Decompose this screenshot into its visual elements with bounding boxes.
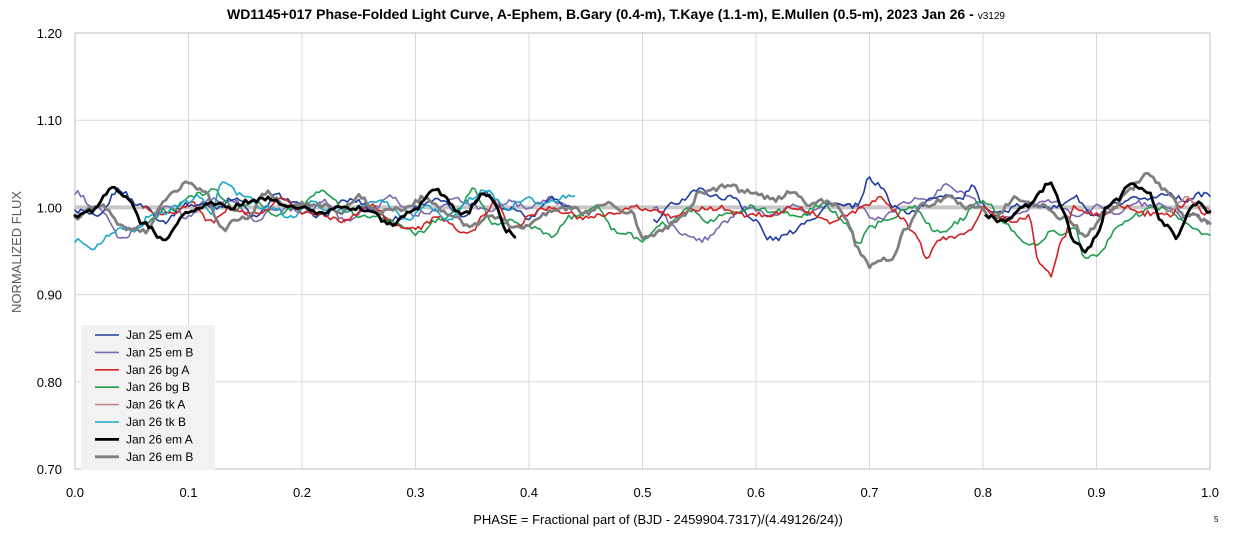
y-tick-label: 1.00 xyxy=(37,200,62,215)
series-line-jan-26-em-a xyxy=(73,186,517,242)
x-tick-label: 0.6 xyxy=(747,485,765,500)
y-tick-label: 0.90 xyxy=(37,288,62,303)
legend-label: Jan 25 em A xyxy=(126,328,193,342)
legend-label: Jan 26 bg A xyxy=(126,363,189,377)
x-tick-label: 0.2 xyxy=(293,485,311,500)
series-layer xyxy=(73,171,1212,278)
x-tick-label: 0.4 xyxy=(520,485,538,500)
legend-label: Jan 25 em B xyxy=(126,345,193,359)
x-tick-label: 0.7 xyxy=(860,485,878,500)
legend: Jan 25 em A Jan 25 em B Jan 26 bg A Jan 26 … xyxy=(81,325,215,471)
legend-label: Jan 26 tk A xyxy=(126,398,185,412)
series-line-jan-26-tk-b xyxy=(74,181,576,251)
series-line-jan-26-bg-b xyxy=(142,187,1211,259)
x-tick-label: 1.0 xyxy=(1201,485,1219,500)
chart-title: WD1145+017 Phase-Folded Light Curve, A-E… xyxy=(227,6,1005,22)
x-tick-label: 0.9 xyxy=(1087,485,1105,500)
corner-note: 5 xyxy=(1214,515,1219,524)
y-tick-label: 1.20 xyxy=(37,26,62,41)
x-tick-label: 0.8 xyxy=(974,485,992,500)
series-line-jan-26-em-b xyxy=(73,171,1212,270)
version-tag: v3129 xyxy=(978,11,1006,22)
series-line-jan-26-em-a xyxy=(984,181,1212,254)
y-axis-ticks: 0.70 0.80 0.90 1.00 1.10 1.20 xyxy=(37,26,62,477)
x-tick-label: 0.5 xyxy=(633,485,651,500)
series-line-jan-25-em-b xyxy=(653,182,1211,244)
y-tick-label: 1.10 xyxy=(37,113,62,128)
x-tick-label: 0.3 xyxy=(406,485,424,500)
x-tick-label: 0.1 xyxy=(179,485,197,500)
legend-label: Jan 26 tk B xyxy=(126,415,186,429)
legend-label: Jan 26 em A xyxy=(126,432,193,446)
plot-area-frame xyxy=(74,32,1211,470)
x-axis-label: PHASE = Fractional part of (BJD - 245990… xyxy=(473,512,843,527)
legend-box xyxy=(81,325,215,471)
x-axis-ticks: 0.0 0.1 0.2 0.3 0.4 0.5 0.6 0.7 0.8 0.9 1.0 xyxy=(66,485,1219,500)
x-tick-label: 0.0 xyxy=(66,485,84,500)
y-tick-label: 0.70 xyxy=(37,462,62,477)
legend-label: Jan 26 em B xyxy=(126,450,193,464)
grid-lines xyxy=(74,32,1211,470)
legend-label: Jan 26 bg B xyxy=(126,380,190,394)
y-axis-label: NORMALIZED FLUX xyxy=(9,191,24,313)
y-tick-label: 0.80 xyxy=(37,375,62,390)
